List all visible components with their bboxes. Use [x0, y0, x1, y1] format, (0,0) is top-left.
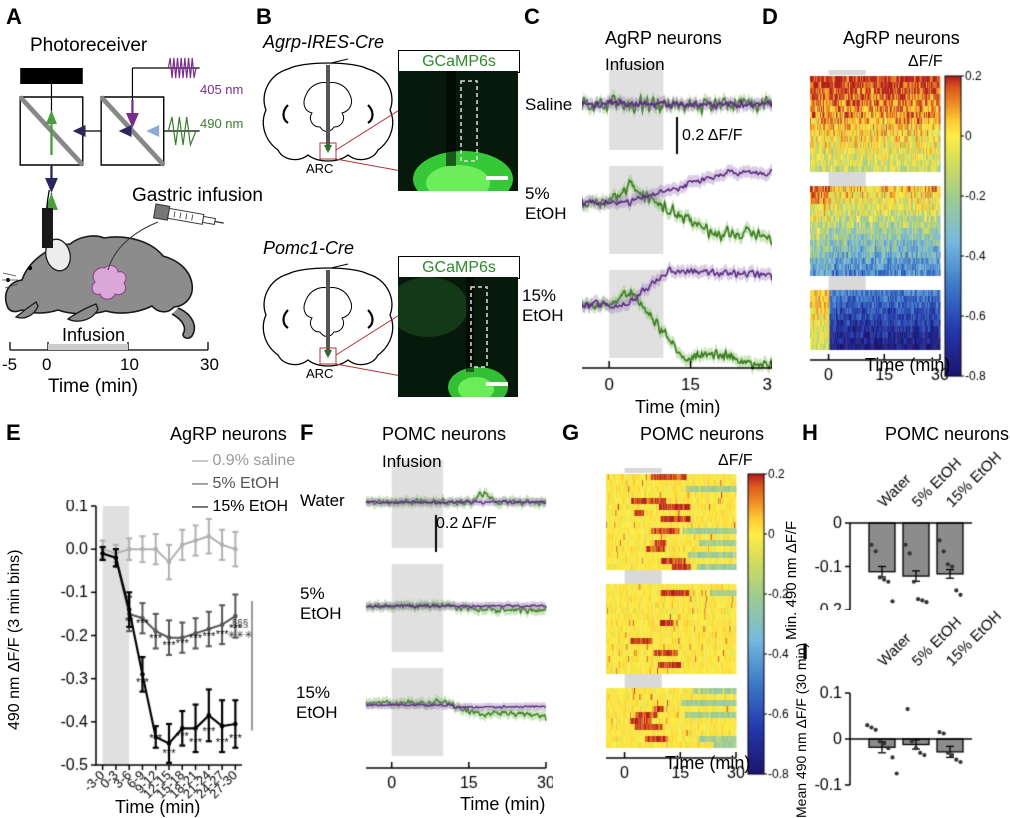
svg-text:Time (min): Time (min)	[48, 376, 138, 397]
svg-text:30: 30	[200, 355, 219, 374]
svg-text:0: 0	[42, 355, 51, 374]
svg-text:10: 10	[120, 355, 139, 374]
svg-text:-5: -5	[2, 355, 17, 374]
